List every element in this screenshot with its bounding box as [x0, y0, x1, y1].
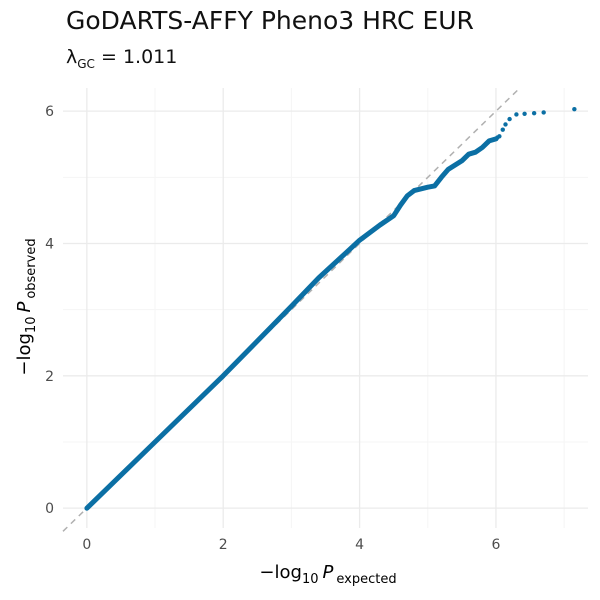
lambda-value: 1.011	[122, 46, 178, 68]
y-axis-title: −log10Pobserved	[14, 238, 39, 375]
lambda-subscript: GC	[77, 56, 95, 71]
qq-point	[497, 134, 502, 139]
x-tick-label: 4	[355, 537, 364, 553]
x-tick-label: 0	[82, 537, 91, 553]
y-tick-label: 6	[45, 104, 54, 120]
major-gridlines	[63, 88, 588, 528]
lambda-equals: =	[94, 46, 123, 68]
y-tick-label: 0	[45, 501, 54, 517]
chart-subtitle: λGC = 1.011	[66, 46, 177, 71]
y-tick-labels: 0 2 4 6	[45, 104, 54, 517]
reference-line	[62, 87, 521, 532]
qq-point	[503, 122, 508, 127]
qq-point	[541, 110, 546, 115]
qq-curve	[84, 136, 499, 511]
x-tick-labels: 0 2 4 6	[82, 537, 500, 553]
x-tick-label: 6	[491, 537, 500, 553]
y-tick-label: 4	[45, 236, 54, 252]
chart-title: GoDARTS-AFFY Pheno3 HRC EUR	[66, 6, 474, 35]
qq-point	[500, 127, 505, 132]
y-tick-label: 2	[45, 369, 54, 385]
lambda-symbol: λ	[66, 46, 78, 68]
x-tick-label: 2	[219, 537, 228, 553]
qq-point	[522, 111, 527, 117]
qq-point	[531, 110, 537, 116]
qq-point	[514, 112, 519, 117]
qq-point	[507, 116, 512, 122]
data-series	[84, 106, 577, 511]
qq-point	[572, 106, 577, 112]
minor-gridlines	[63, 88, 588, 528]
